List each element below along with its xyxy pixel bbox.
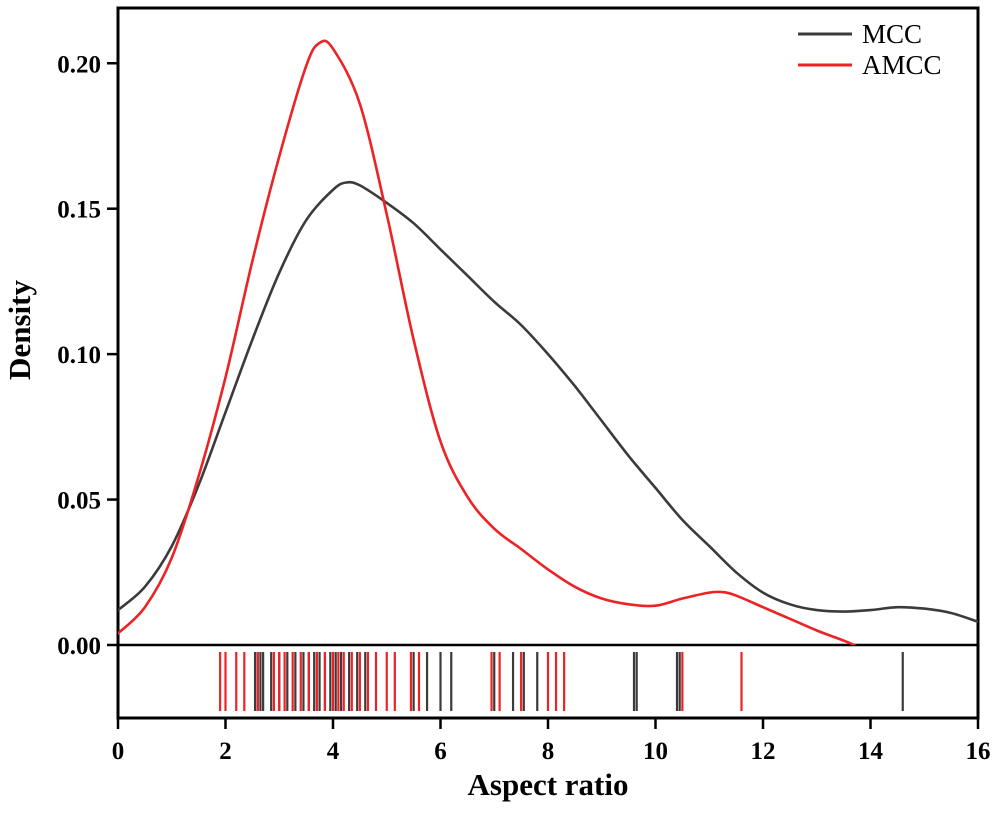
- y-tick-label: 0.20: [57, 51, 101, 78]
- x-tick-label: 0: [112, 738, 125, 765]
- x-tick-label: 4: [327, 738, 340, 765]
- density-curve-mcc: [118, 180, 978, 623]
- y-tick-label: 0.10: [57, 342, 101, 369]
- y-tick-label: 0.00: [57, 633, 101, 660]
- x-tick-label: 14: [858, 738, 884, 765]
- x-tick-label: 16: [966, 738, 991, 765]
- legend-label-mcc: MCC: [862, 19, 922, 49]
- x-tick-label: 6: [434, 738, 447, 765]
- curves-layer: [118, 39, 978, 645]
- x-tick-label: 12: [751, 738, 776, 765]
- density-curve-amcc: [118, 39, 856, 645]
- x-tick-label: 2: [219, 738, 232, 765]
- rug-amcc: [219, 652, 743, 711]
- y-tick-label: 0.05: [57, 488, 101, 515]
- legend-label-amcc: AMCC: [862, 50, 942, 80]
- x-axis-title: Aspect ratio: [468, 767, 629, 802]
- y-axis-title: Density: [2, 280, 37, 380]
- x-tick-label: 10: [643, 738, 668, 765]
- y-tick-label: 0.15: [57, 197, 101, 224]
- x-tick-label: 8: [542, 738, 555, 765]
